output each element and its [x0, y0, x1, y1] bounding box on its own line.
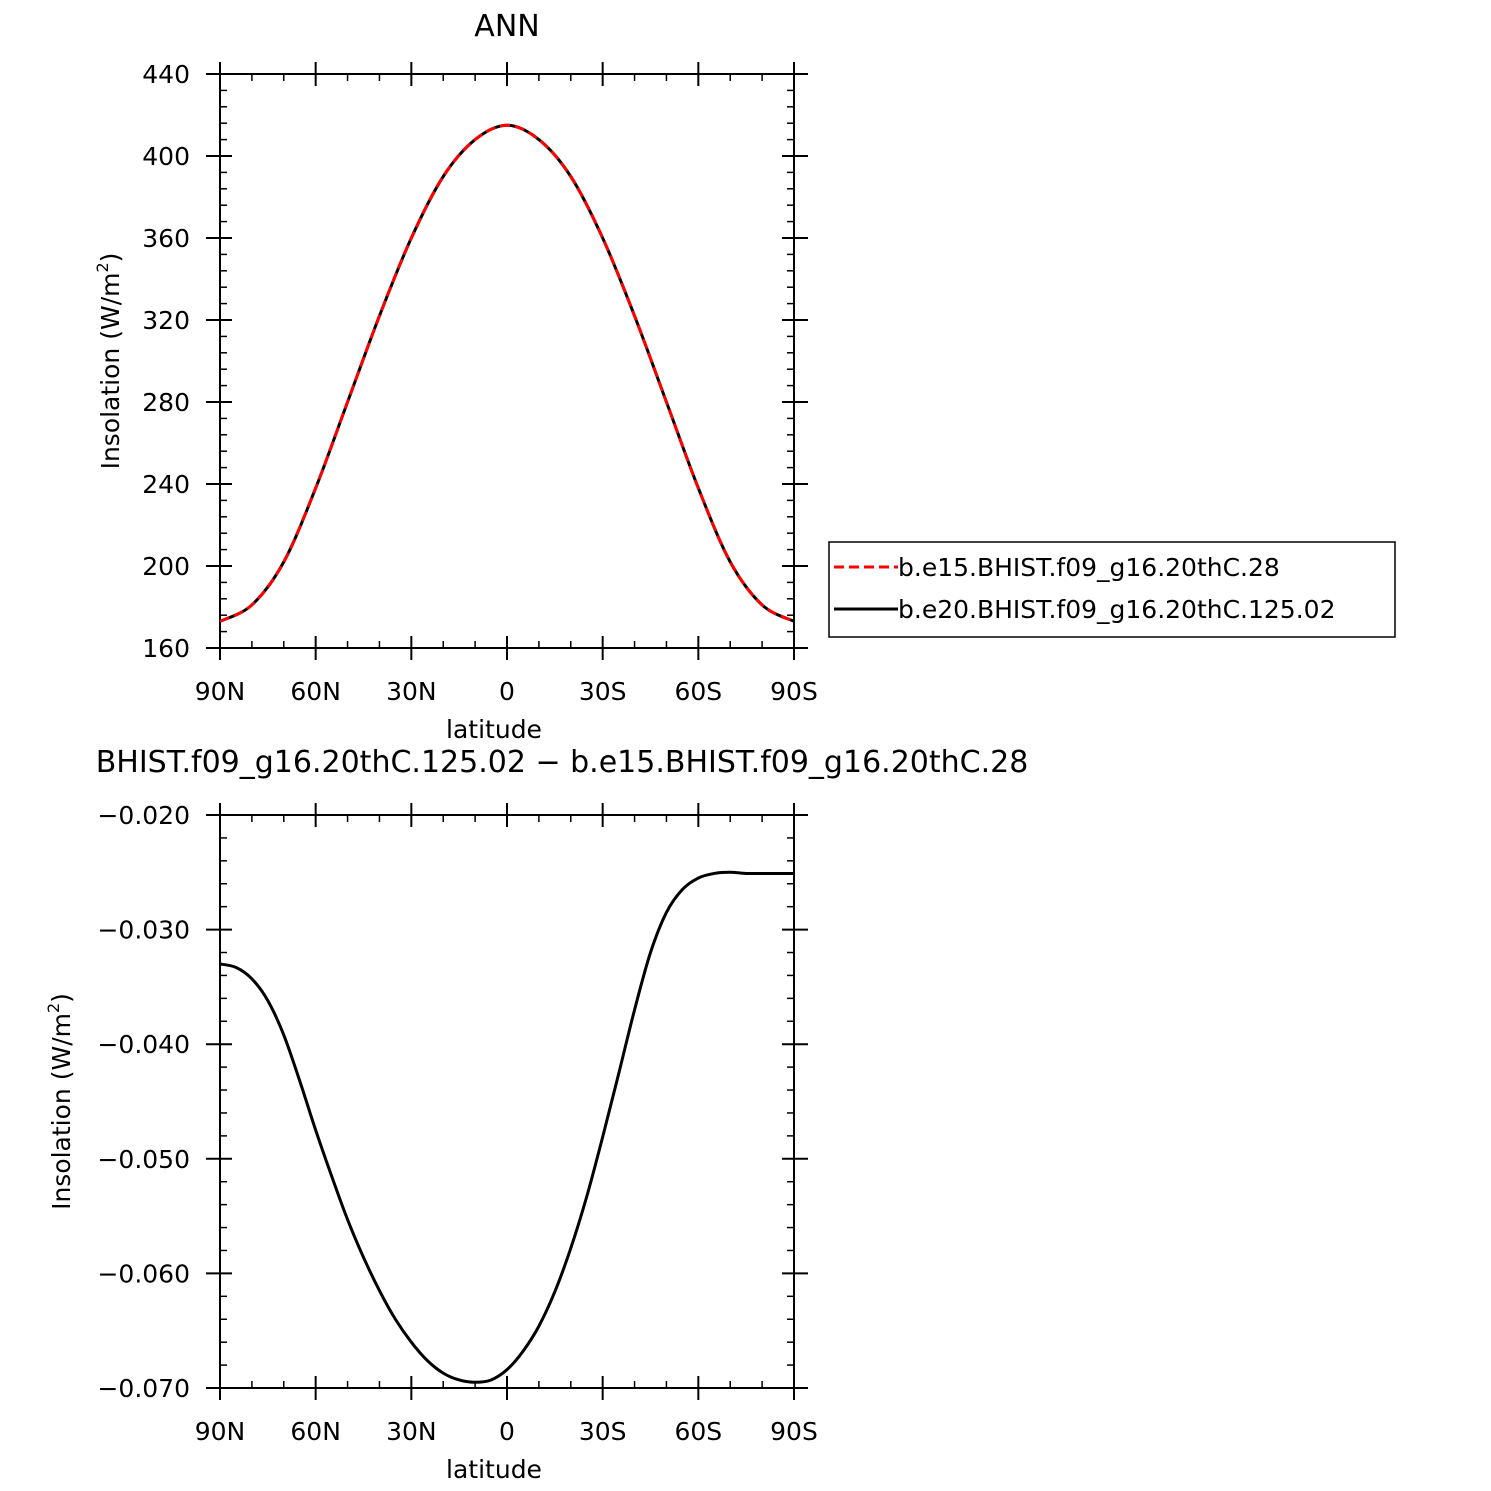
y-tick-label: −0.070: [97, 1374, 190, 1403]
x-axis-label: latitude: [446, 1455, 542, 1484]
chart-title: ANN: [474, 9, 539, 44]
x-tick-label: 30N: [386, 677, 437, 706]
x-tick-label: 60N: [290, 1417, 341, 1446]
y-tick-label: −0.060: [97, 1259, 190, 1288]
y-tick-label: −0.050: [97, 1145, 190, 1174]
y-tick-label: 160: [142, 634, 190, 663]
series-line-1: [219, 123, 795, 623]
x-tick-label: 30S: [579, 1417, 627, 1446]
x-tick-label: 60N: [290, 677, 341, 706]
x-axis-label: latitude: [446, 715, 542, 744]
series-line-0: [219, 123, 795, 623]
y-axis-label-superscript: 2: [44, 1003, 63, 1013]
legend-box: [828, 541, 1396, 638]
y-axis-label-close: ): [47, 993, 76, 1003]
y-axis-label-text: Insolation (W/m: [47, 1013, 76, 1210]
top-panel: ANN 90N 60N 30N 0 30S 60S 90S latitude 160 200 240 2…: [93, 9, 818, 744]
series-line-0: [219, 870, 794, 1384]
legend-label: b.e20.BHIST.f09_g16.20thC.125.02: [898, 595, 1335, 624]
x-tick-label: 30S: [579, 677, 627, 706]
x-tick-label: 90S: [770, 1417, 818, 1446]
y-axis-label-text: Insolation (W/m: [96, 273, 125, 470]
x-tick-label: 30N: [386, 1417, 437, 1446]
y-axis-label-close: ): [96, 253, 125, 263]
legend-label: b.e15.BHIST.f09_g16.20thC.28: [898, 553, 1280, 582]
x-tick-label: 90S: [770, 677, 818, 706]
y-tick-label: 440: [142, 60, 190, 89]
y-tick-label: 320: [142, 306, 190, 335]
y-tick-label: −0.040: [97, 1030, 190, 1059]
x-tick-label: 90N: [195, 677, 246, 706]
chart-title: BHIST.f09_g16.20thC.125.02 − b.e15.BHIST…: [96, 745, 1029, 780]
x-tick-label: 0: [499, 677, 515, 706]
y-axis-label-superscript: 2: [93, 262, 112, 272]
x-tick-label: 90N: [195, 1417, 246, 1446]
y-tick-label: 200: [142, 552, 190, 581]
y-axis-label: Insolation (W/m2): [44, 993, 76, 1210]
plot-frame: [219, 73, 795, 649]
y-tick-label: 280: [142, 388, 190, 417]
bottom-panel: BHIST.f09_g16.20thC.125.02 − b.e15.BHIST…: [44, 745, 1028, 1484]
x-tick-label: 60S: [674, 677, 722, 706]
y-tick-label: 360: [142, 224, 190, 253]
y-tick-label: 400: [142, 142, 190, 171]
y-axis-label: Insolation (W/m2): [93, 253, 125, 470]
legend: b.e15.BHIST.f09_g16.20thC.28 b.e20.BHIST.…: [828, 541, 1396, 638]
x-tick-label: 0: [499, 1417, 515, 1446]
y-tick-label: −0.030: [97, 916, 190, 945]
x-tick-label: 60S: [674, 1417, 722, 1446]
y-tick-label: −0.020: [97, 801, 190, 830]
y-tick-label: 240: [142, 470, 190, 499]
